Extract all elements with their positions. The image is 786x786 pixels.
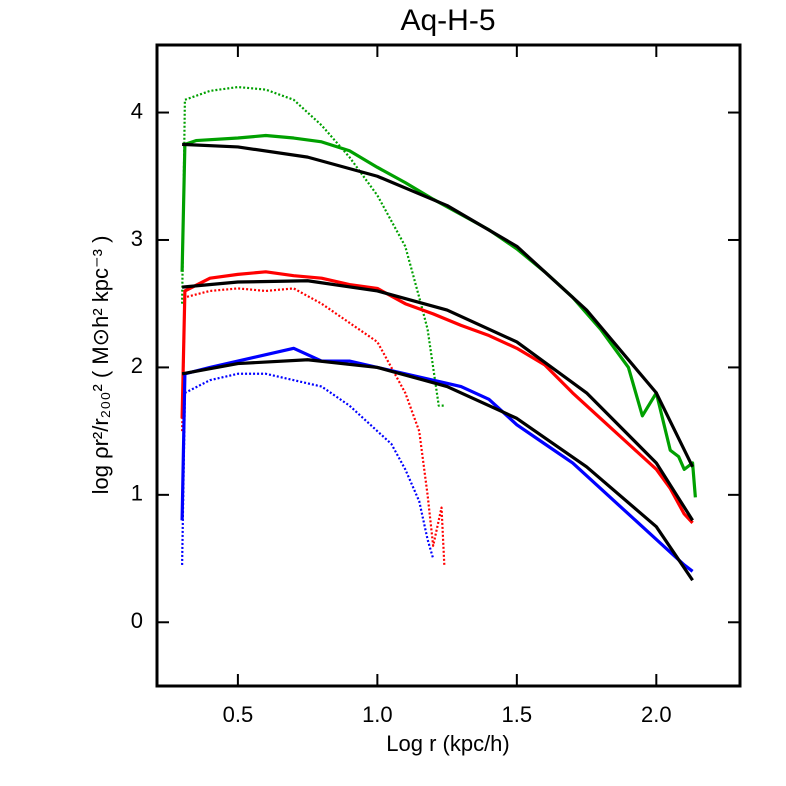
x-tick-label: 0.5 bbox=[223, 702, 254, 727]
data-line bbox=[181, 372, 435, 565]
y-tick-label: 4 bbox=[131, 98, 143, 123]
plot-frame bbox=[155, 43, 742, 688]
x-tick-label: 1.5 bbox=[502, 702, 533, 727]
x-tick-label: 1.0 bbox=[362, 702, 393, 727]
data-line bbox=[181, 279, 694, 522]
y-tick-label: 0 bbox=[131, 608, 143, 633]
data-line bbox=[180, 346, 694, 573]
data-line bbox=[180, 270, 694, 524]
data-line bbox=[182, 142, 695, 468]
y-tick-label: 2 bbox=[131, 353, 143, 378]
chart-title: Aq-H-5 bbox=[400, 4, 495, 37]
data-line bbox=[181, 358, 694, 582]
y-tick-label: 1 bbox=[131, 481, 143, 506]
data-line bbox=[181, 85, 445, 407]
data-line bbox=[181, 287, 446, 565]
y-axis-label: log ρr²/r₂₀₀² ( M⊙h² kpc⁻³ ) bbox=[88, 236, 113, 495]
x-tick-label: 2.0 bbox=[641, 702, 672, 727]
y-tick-label: 3 bbox=[131, 226, 143, 251]
x-axis-label: Log r (kpc/h) bbox=[386, 731, 510, 756]
